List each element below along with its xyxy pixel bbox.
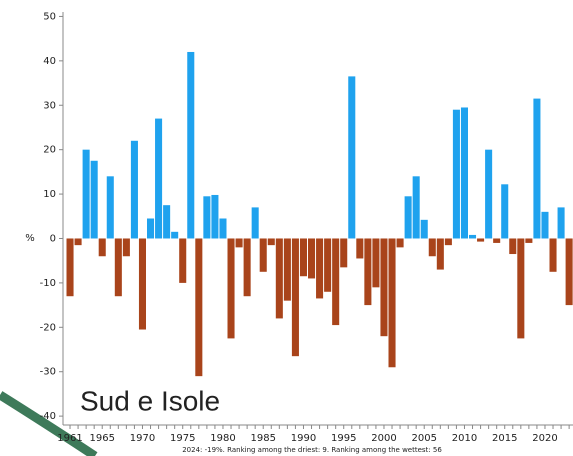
bar (460, 107, 468, 239)
bar (227, 238, 235, 339)
bar (549, 238, 557, 272)
bar (533, 98, 541, 239)
y-tick-label: -20 (40, 322, 56, 333)
bar (251, 207, 259, 239)
bar (565, 238, 573, 306)
y-tick-label: 50 (43, 11, 56, 22)
y-tick-label: 0 (50, 233, 56, 244)
bar (557, 207, 565, 239)
bar (275, 238, 283, 319)
bar (179, 238, 187, 283)
bar (396, 238, 404, 248)
y-tick-label: -10 (40, 278, 56, 289)
bar (130, 140, 138, 239)
bar (412, 176, 420, 239)
y-tick-label: 20 (43, 145, 56, 156)
bar (420, 219, 428, 239)
bar (283, 238, 291, 301)
chart-title: Sud e Isole (80, 385, 220, 416)
bar (340, 238, 348, 268)
y-tick-label: -30 (40, 367, 56, 378)
x-tick-label: 1975 (170, 433, 195, 444)
bar (122, 238, 130, 257)
title-background (76, 384, 274, 420)
bar (90, 160, 98, 239)
bar (98, 238, 106, 257)
bar (356, 238, 364, 259)
bar (308, 238, 316, 279)
y-tick-label: -40 (40, 411, 56, 422)
x-tick-label: 1985 (250, 433, 275, 444)
decoration (0, 391, 98, 456)
x-tick-label: 2015 (492, 433, 517, 444)
bar (203, 196, 211, 239)
x-tick-label: 1961 (57, 433, 82, 444)
bar (348, 76, 356, 239)
bar (259, 238, 267, 272)
y-tick-label: 40 (43, 56, 56, 67)
bar (235, 238, 243, 248)
bar (477, 238, 485, 242)
x-tick-label: 1995 (331, 433, 356, 444)
bar (428, 238, 436, 257)
bar (66, 238, 74, 297)
x-tick-label: 1980 (210, 433, 235, 444)
bar (219, 218, 227, 239)
bar (195, 238, 203, 377)
x-tick-label: 2010 (452, 433, 477, 444)
bar (501, 184, 509, 239)
bar (267, 238, 275, 246)
bar (452, 109, 460, 239)
bar (541, 211, 549, 239)
bar (493, 238, 501, 243)
bar (316, 238, 324, 299)
bar (436, 238, 444, 270)
x-tick-label: 1965 (89, 433, 114, 444)
bar (299, 238, 307, 277)
bar (187, 51, 195, 239)
bar (372, 238, 380, 288)
bar (380, 238, 388, 337)
bar (291, 238, 299, 357)
bar (388, 238, 396, 368)
x-tick-label: 2020 (532, 433, 557, 444)
bar (163, 205, 171, 239)
x-tick-label: 1990 (291, 433, 316, 444)
bar (525, 238, 533, 243)
bar (74, 238, 82, 246)
bar (332, 238, 340, 326)
x-tick-label: 2005 (411, 433, 436, 444)
bar (485, 149, 493, 239)
bar (324, 238, 332, 292)
bar (138, 238, 146, 330)
bar (444, 238, 452, 246)
bar (114, 238, 122, 297)
bar (171, 231, 179, 239)
bar (106, 176, 114, 239)
y-tick-label: 10 (43, 189, 56, 200)
y-axis-label: % (25, 233, 35, 244)
bar (155, 118, 163, 239)
bar (509, 238, 517, 255)
bar (211, 194, 219, 239)
bar (147, 218, 155, 239)
bar (82, 149, 90, 239)
x-tick-label: 1970 (130, 433, 155, 444)
y-tick-label: 30 (43, 100, 56, 111)
bar (517, 238, 525, 339)
bar (404, 196, 412, 239)
bar (469, 234, 477, 239)
bar (364, 238, 372, 306)
annotation: 2024: -19%. Ranking among the driest: 9.… (182, 446, 442, 454)
bar (243, 238, 251, 297)
x-tick-label: 2000 (371, 433, 396, 444)
